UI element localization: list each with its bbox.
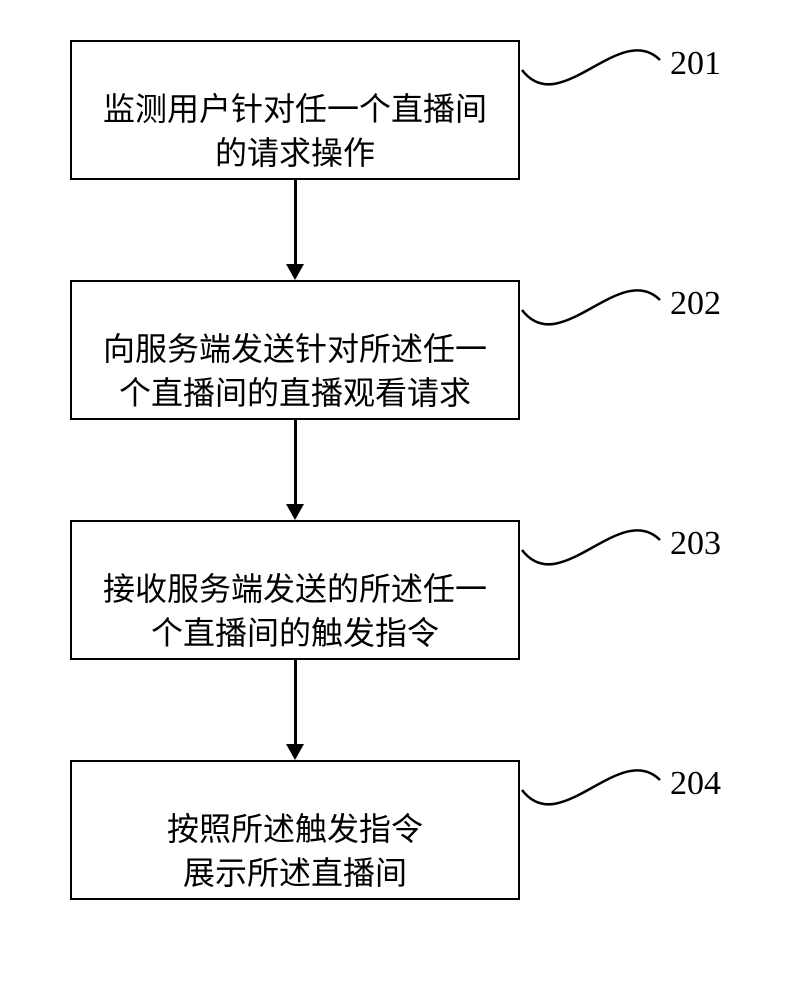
- step-label-3: 203: [670, 525, 721, 563]
- step-label-4: 204: [670, 765, 721, 803]
- flowchart-canvas: 监测用户针对任一个直播间 的请求操作 向服务端发送针对所述任一 个直播间的直播观…: [0, 0, 788, 1000]
- step-text-1-line2: 的请求操作: [215, 135, 375, 171]
- step-text-2-line1: 向服务端发送针对所述任一: [103, 331, 487, 367]
- arrow-3-head-icon: [286, 744, 304, 760]
- step-box-2: 向服务端发送针对所述任一 个直播间的直播观看请求: [70, 280, 520, 420]
- step-text-2: 向服务端发送针对所述任一 个直播间的直播观看请求: [103, 285, 487, 415]
- step-text-3-line2: 个直播间的触发指令: [151, 615, 439, 651]
- step-label-1: 201: [670, 45, 721, 83]
- step-text-4-line2: 展示所述直播间: [183, 855, 407, 891]
- arrow-2-line: [294, 420, 297, 504]
- arrow-3-line: [294, 660, 297, 744]
- arrow-1-head-icon: [286, 264, 304, 280]
- step-text-3: 接收服务端发送的所述任一 个直播间的触发指令: [103, 525, 487, 655]
- step-text-1-line1: 监测用户针对任一个直播间: [103, 91, 487, 127]
- step-text-2-line2: 个直播间的直播观看请求: [119, 375, 471, 411]
- step-box-3: 接收服务端发送的所述任一 个直播间的触发指令: [70, 520, 520, 660]
- step-label-2: 202: [670, 285, 721, 323]
- step-box-1: 监测用户针对任一个直播间 的请求操作: [70, 40, 520, 180]
- step-text-4: 按照所述触发指令 展示所述直播间: [167, 765, 423, 895]
- step-text-4-line1: 按照所述触发指令: [167, 811, 423, 847]
- arrow-2-head-icon: [286, 504, 304, 520]
- step-box-4: 按照所述触发指令 展示所述直播间: [70, 760, 520, 900]
- step-text-3-line1: 接收服务端发送的所述任一: [103, 571, 487, 607]
- step-text-1: 监测用户针对任一个直播间 的请求操作: [103, 45, 487, 175]
- arrow-1-line: [294, 180, 297, 264]
